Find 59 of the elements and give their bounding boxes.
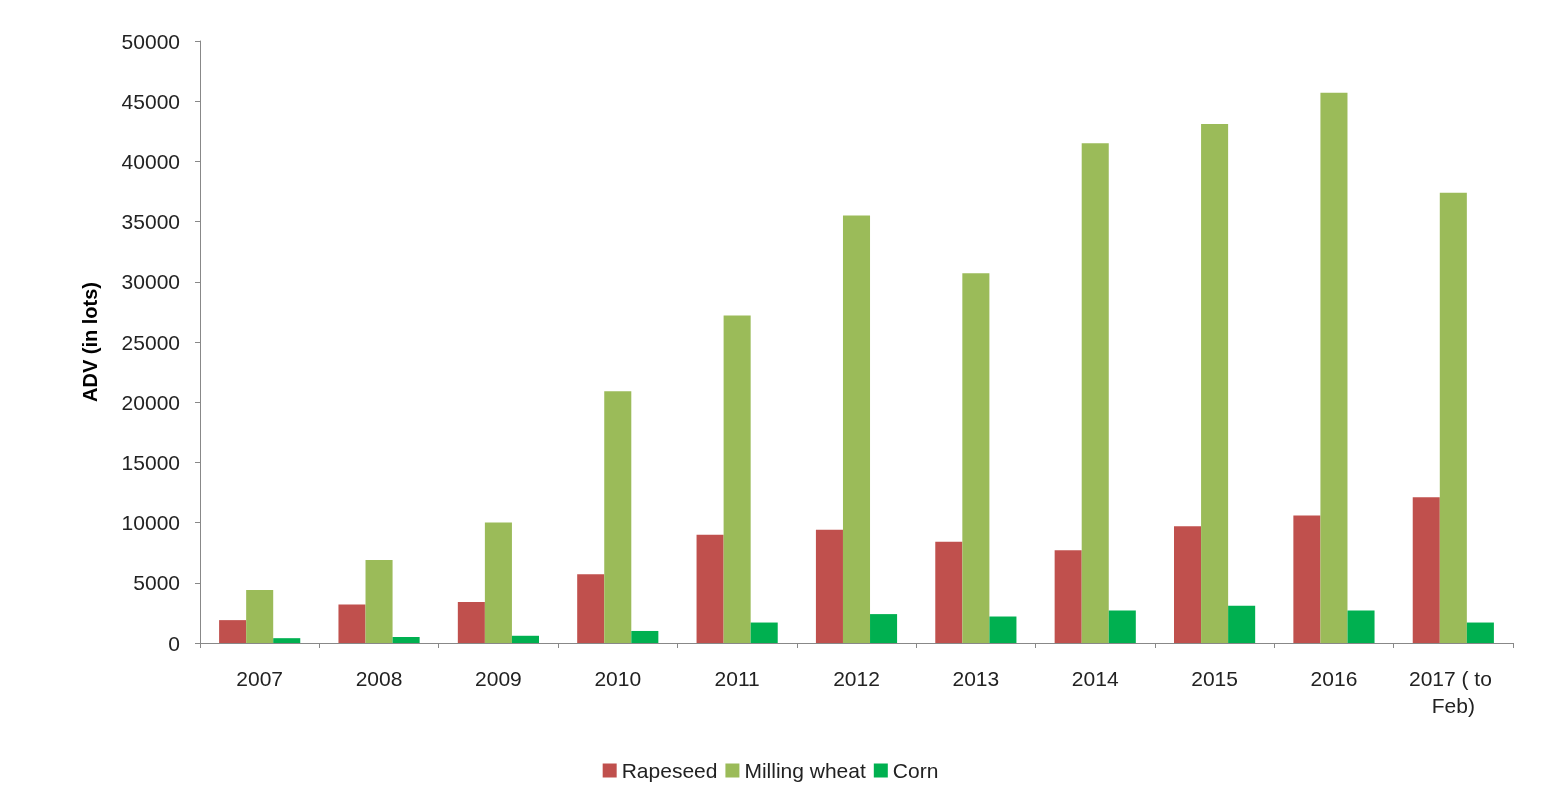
legend-label: Rapeseed [621, 759, 718, 782]
bar [723, 315, 751, 643]
bar [604, 391, 632, 643]
y-tick-label: 10000 [121, 511, 180, 535]
bar [631, 630, 659, 643]
bar [696, 534, 724, 643]
bar [1228, 605, 1256, 643]
legend-label: Milling wheat [744, 759, 866, 782]
x-tick-label: 2014 [1071, 667, 1119, 690]
y-axis-title: ADV (in lots) [79, 282, 101, 402]
x-tick-label: 2012 [833, 667, 880, 690]
bar [842, 215, 871, 643]
y-tick-label: 0 [168, 631, 180, 655]
y-tick-label: 45000 [121, 89, 180, 113]
x-tick-label: 2015 [1191, 667, 1238, 690]
bar [962, 273, 990, 643]
bar [1054, 550, 1082, 643]
legend-label: Corn [892, 759, 939, 782]
y-tick-label: 15000 [121, 450, 180, 474]
bar [935, 541, 963, 643]
bar [1081, 143, 1109, 643]
y-tick-label: 25000 [121, 330, 180, 354]
x-tick-label: 2010 [594, 667, 642, 690]
bar [246, 590, 274, 643]
x-tick-label: 2017 ( to Feb) [1408, 667, 1498, 717]
bar [750, 622, 778, 643]
y-tick-label: 50000 [121, 29, 180, 53]
x-tick-label: 2008 [355, 667, 403, 690]
y-tick-label: 30000 [121, 270, 180, 294]
bar [365, 559, 393, 643]
bar [1347, 610, 1375, 643]
bar [577, 574, 605, 643]
bar [457, 602, 485, 643]
bar [1466, 622, 1494, 643]
x-tick-label: 2011 [714, 667, 760, 690]
bar [392, 636, 420, 643]
x-tick-label: 2007 [236, 667, 284, 690]
y-tick-label: 35000 [121, 210, 180, 234]
bar [1412, 497, 1440, 643]
bar [484, 522, 512, 643]
x-tick-label: 2009 [475, 667, 522, 690]
bar [870, 614, 898, 643]
bar [1174, 526, 1202, 643]
y-tick-label: 40000 [121, 149, 180, 173]
y-tick-label: 20000 [121, 390, 180, 414]
bar [1201, 124, 1229, 643]
bar [1439, 192, 1467, 643]
bar [1293, 515, 1321, 643]
bar [1320, 92, 1348, 643]
bar [273, 638, 301, 643]
bar [511, 635, 539, 643]
y-tick-label: 5000 [133, 571, 180, 595]
bar [989, 616, 1017, 643]
bar [1108, 610, 1136, 643]
bar [338, 604, 366, 643]
x-tick-label: 2013 [952, 667, 1000, 690]
bar [219, 620, 247, 643]
bar [815, 529, 843, 643]
x-tick-label: 2016 [1310, 667, 1358, 690]
